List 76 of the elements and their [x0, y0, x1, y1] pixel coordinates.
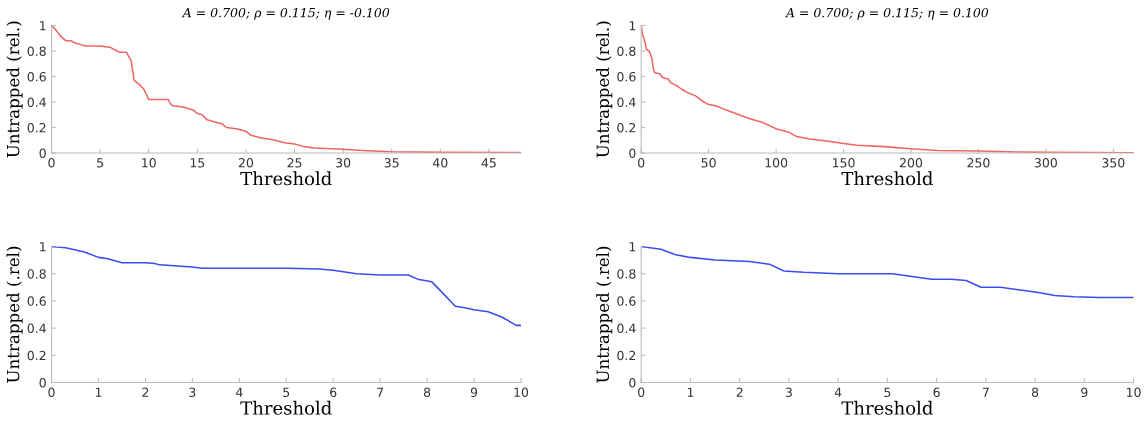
x-tick-label: 5 — [97, 158, 104, 168]
y-tick-label: 1 — [629, 21, 636, 31]
x-tick-label: 0 — [638, 158, 645, 168]
y-tick-label: 0.4 — [617, 97, 636, 107]
chart-title: A = 0.700; ρ = 0.115; η = -0.100 — [181, 7, 390, 20]
x-tick-label: 4 — [834, 387, 842, 397]
x-axis-title: Threshold — [240, 400, 332, 415]
y-tick-label: 0 — [629, 377, 636, 388]
y-tick-label: 1 — [40, 21, 46, 31]
x-tick-label: 0 — [48, 387, 55, 398]
y-tick-label: 0.4 — [617, 323, 636, 334]
chart-title: A = 0.700; ρ = 0.115; η = 0.100 — [785, 7, 989, 20]
x-tick-label: 3 — [785, 387, 792, 398]
x-axis-title: Threshold — [841, 171, 933, 186]
x-tick-label: 30 — [336, 158, 351, 168]
x-tick-label: 200 — [899, 158, 923, 168]
x-tick-label: 7 — [377, 387, 384, 397]
x-tick-label: 2 — [736, 387, 743, 397]
y-tick-label: 0.8 — [617, 46, 636, 56]
y-tick-label: 0.2 — [617, 122, 636, 133]
x-tick-label: 6 — [933, 387, 940, 398]
x-tick-label: 1 — [687, 387, 694, 397]
x-tick-label: 35 — [384, 158, 399, 168]
x-tick-label: 8 — [1031, 387, 1039, 398]
y-tick-label: 0.2 — [617, 350, 636, 361]
y-tick-label: 1 — [40, 242, 46, 252]
y-tick-label: 0.6 — [27, 296, 46, 306]
x-tick-label: 2 — [142, 387, 149, 397]
y-axis-title: Untrapped (rel.) — [596, 21, 613, 158]
y-axis-title: Untrapped (rel.) — [6, 21, 23, 158]
x-tick-label: 40 — [432, 158, 448, 168]
x-tick-label: 3 — [189, 387, 196, 398]
x-tick-label: 5 — [884, 387, 891, 398]
y-tick-label: 0.8 — [27, 269, 46, 279]
x-tick-label: 20 — [238, 158, 254, 168]
y-tick-label: 0.6 — [617, 71, 636, 82]
x-tick-label: 0 — [48, 158, 55, 168]
x-axis-title: Threshold — [841, 400, 933, 415]
y-tick-label: 0.8 — [27, 46, 46, 56]
x-tick-label: 9 — [470, 387, 478, 398]
y-axis-title: Untrapped (.rel) — [6, 246, 23, 383]
y-tick-label: 0 — [629, 148, 636, 158]
y-tick-label: 0.2 — [27, 122, 46, 133]
x-tick-label: 10 — [142, 158, 156, 168]
y-tick-label: 1 — [629, 242, 636, 252]
x-tick-label: 1 — [95, 387, 102, 397]
y-tick-label: 0 — [39, 148, 46, 158]
line-series — [641, 246, 1134, 299]
x-tick-label: 15 — [190, 158, 205, 168]
x-tick-label: 7 — [982, 387, 989, 397]
y-tick-label: 0.8 — [617, 269, 636, 279]
x-tick-label: 10 — [1126, 387, 1141, 398]
x-tick-label: 300 — [1034, 158, 1057, 168]
x-axis-title: Threshold — [240, 171, 332, 186]
x-tick-label: 8 — [423, 387, 431, 398]
y-axis-title: Untrapped (.rel) — [596, 246, 613, 383]
x-tick-label: 150 — [832, 158, 855, 168]
x-tick-label: 350 — [1102, 158, 1125, 168]
y-tick-label: 0.2 — [27, 350, 46, 361]
x-tick-label: 6 — [330, 387, 337, 398]
x-tick-label: 9 — [1081, 387, 1088, 398]
x-tick-label: 45 — [481, 158, 496, 168]
x-tick-label: 0 — [638, 387, 645, 398]
y-tick-label: 0 — [39, 377, 46, 388]
x-tick-label: 250 — [967, 158, 990, 168]
x-tick-label: 100 — [765, 158, 788, 168]
x-tick-label: 10 — [514, 387, 529, 398]
y-tick-label: 0.4 — [27, 323, 46, 334]
y-tick-label: 0.6 — [617, 296, 636, 306]
x-tick-label: 25 — [287, 158, 302, 168]
x-tick-label: 50 — [701, 158, 716, 168]
line-series — [51, 246, 521, 327]
y-tick-label: 0.4 — [27, 97, 46, 107]
y-tick-label: 0.6 — [27, 71, 46, 82]
x-tick-label: 5 — [283, 387, 290, 398]
x-tick-label: 4 — [235, 387, 243, 397]
